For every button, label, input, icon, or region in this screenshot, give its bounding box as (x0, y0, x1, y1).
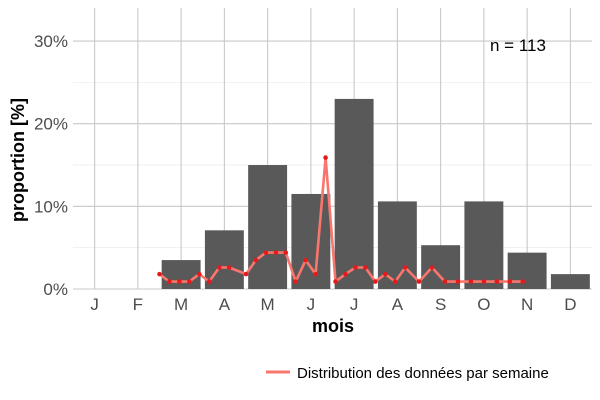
weekly-point (157, 271, 162, 277)
weekly-point (442, 279, 448, 284)
x-tick-label: A (392, 295, 404, 314)
bar (161, 260, 201, 289)
x-tick-label: S (435, 295, 446, 314)
weekly-point (313, 271, 318, 277)
weekly-point (206, 279, 212, 284)
weekly-point (216, 265, 222, 270)
y-tick-label: 20% (34, 115, 68, 134)
weekly-point (481, 279, 487, 284)
y-tick-label: 10% (34, 197, 68, 216)
x-tick-label: N (521, 295, 533, 314)
weekly-point (196, 271, 202, 277)
legend: Distribution des données par semaine (266, 365, 549, 382)
weekly-point (468, 279, 474, 284)
weekly-point (303, 257, 308, 263)
weekly-point (455, 279, 461, 284)
weekly-point (187, 279, 192, 284)
weekly-series (158, 156, 523, 283)
weekly-point (416, 279, 422, 284)
weekly-point (429, 265, 435, 270)
weekly-point (226, 265, 232, 270)
bar (291, 193, 331, 289)
weekly-point (333, 279, 338, 284)
x-tick-label: F (133, 295, 143, 314)
weekly-point (363, 265, 368, 270)
bar (550, 274, 590, 289)
x-axis-title: mois (312, 316, 354, 336)
weekly-point (177, 279, 182, 284)
x-tick-label: A (219, 295, 231, 314)
weekly-point (382, 271, 388, 277)
weekly-points (157, 155, 526, 284)
y-axis-title: proportion [%] (8, 98, 28, 222)
x-tick-label: D (564, 295, 576, 314)
weekly-point (273, 250, 279, 255)
weekly-point (520, 279, 526, 284)
bar (464, 201, 504, 289)
weekly-point (373, 279, 378, 284)
sample-size-annotation: n = 113 (490, 36, 546, 55)
weekly-point (283, 250, 289, 255)
y-tick-labels: 0% 10% 20% 30% (34, 32, 68, 299)
weekly-point (494, 279, 500, 284)
x-tick-label: J (307, 295, 316, 314)
legend-label: Distribution des données par semaine (297, 365, 549, 382)
weekly-point (243, 271, 249, 277)
bar (334, 98, 374, 289)
x-tick-label: J (350, 295, 359, 314)
weekly-point (392, 279, 398, 284)
x-tick-label: M (174, 295, 188, 314)
x-tick-label: J (90, 295, 99, 314)
y-tick-label: 30% (34, 32, 68, 51)
weekly-point (343, 271, 348, 277)
bar (248, 165, 288, 289)
y-tick-label: 0% (43, 280, 68, 299)
weekly-point (402, 265, 408, 270)
weekly-point (293, 279, 299, 284)
weekly-point (507, 279, 513, 284)
bars (161, 98, 590, 289)
weekly-point (323, 155, 328, 160)
weekly-point (353, 265, 358, 270)
weekly-point (263, 250, 269, 255)
weekly-point (253, 257, 259, 263)
weekly-line (158, 156, 523, 283)
weekly-point (167, 279, 172, 284)
x-tick-label: O (477, 295, 490, 314)
x-tick-label: M (261, 295, 275, 314)
bar (507, 252, 547, 289)
